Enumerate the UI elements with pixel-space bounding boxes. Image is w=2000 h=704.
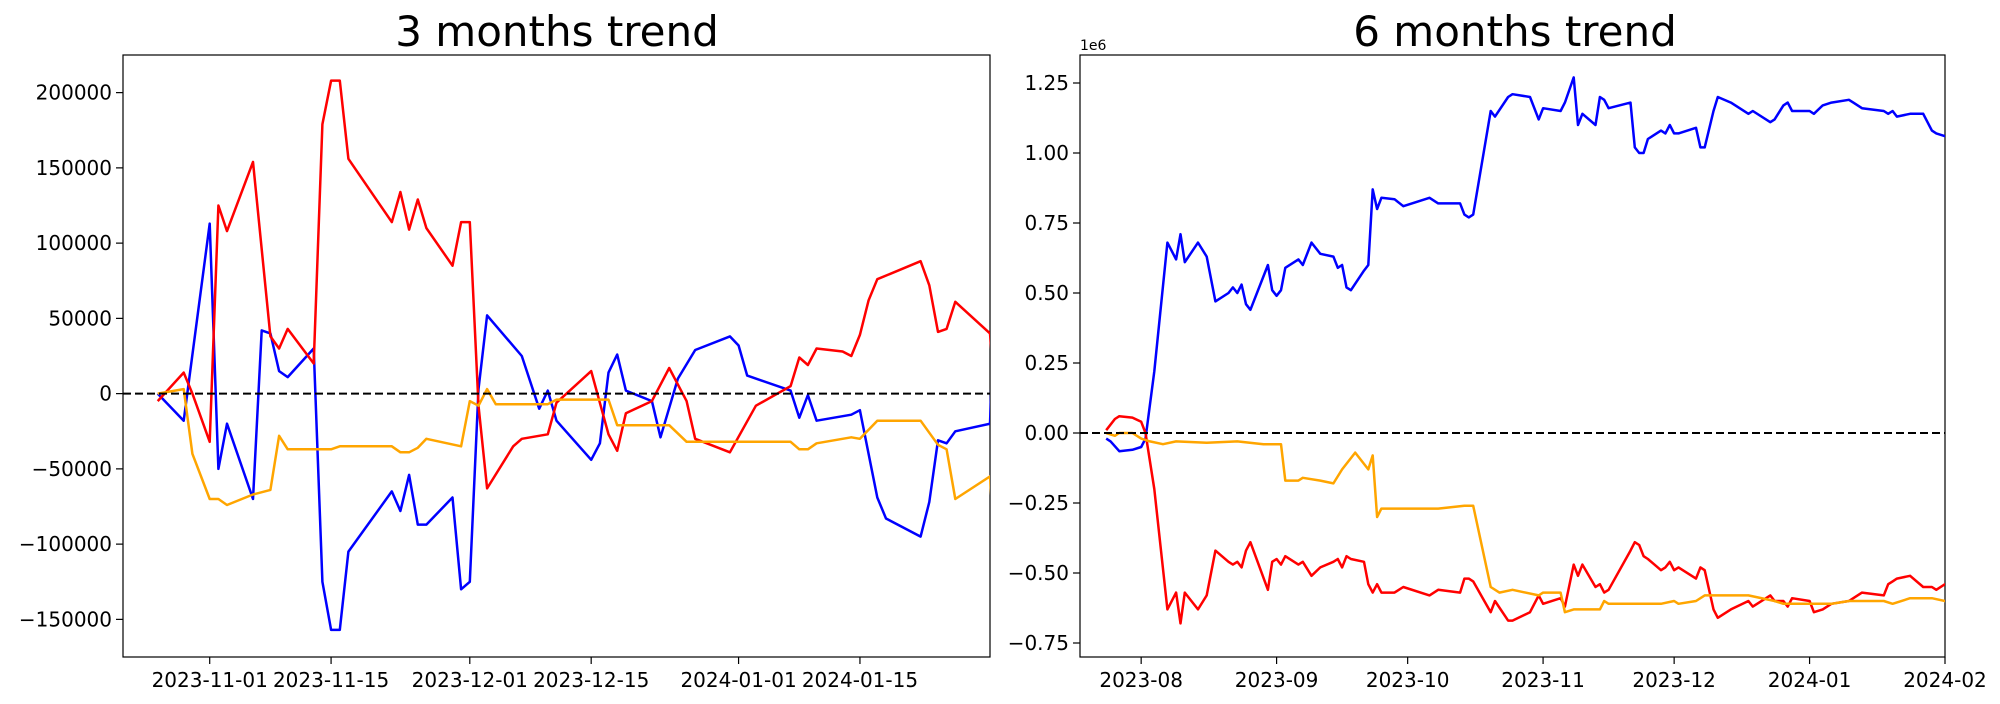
y-tick-label: 0 [99, 382, 112, 406]
x-tick-label: 2023-11-01 [152, 668, 268, 692]
y-tick-label: −100000 [19, 532, 112, 556]
series-line-1 [1105, 76, 1945, 453]
x-tick-label: 2023-11 [1501, 668, 1585, 692]
y-tick-label: −50000 [32, 457, 112, 481]
chart-3-months-trend: 3 months trend −150000 −100000 −50000 0 5000… [19, 7, 991, 692]
x-tick-label: 2023-12 [1632, 668, 1716, 692]
y-tick-label: −0.25 [1008, 491, 1069, 515]
y-tick-label: 0.00 [1024, 421, 1069, 445]
series-line-1 [156, 222, 990, 632]
series-line-3 [157, 387, 990, 507]
chart-6-months-trend: 6 months trend 1e6 −0.75 −0.50 −0.25 0.00 0.… [1008, 7, 1987, 692]
x-tick-label: 2023-09 [1235, 668, 1319, 692]
y-tick-label: 50000 [48, 306, 112, 330]
series-line-3 [1105, 431, 1945, 614]
y-tick-label: 0.75 [1024, 211, 1069, 235]
x-tick-label: 2023-12-01 [412, 668, 528, 692]
x-tick-label: 2024-02 [1903, 668, 1987, 692]
x-tick-label: 2023-10 [1366, 668, 1450, 692]
chart-title: 3 months trend [395, 7, 719, 56]
y-tick-label: −0.75 [1008, 631, 1069, 655]
x-tick-label: 2024-01 [1768, 668, 1852, 692]
x-tick-label: 2023-12-15 [533, 668, 649, 692]
series-group [156, 79, 990, 632]
y-tick-label: 1.25 [1024, 71, 1069, 95]
y-tick-label: 1.00 [1024, 141, 1069, 165]
axis-offset-label: 1e6 [1080, 38, 1107, 54]
y-tick-label: 200000 [36, 81, 112, 105]
plot-frame [122, 54, 991, 658]
x-tick-label: 2023-08 [1099, 668, 1183, 692]
x-tick-label: 2024-01-01 [680, 668, 796, 692]
y-tick-label: 150000 [36, 156, 112, 180]
x-tick-label: 2023-11-15 [273, 668, 389, 692]
y-tick-label: −150000 [19, 607, 112, 631]
x-tick-label: 2024-01-15 [802, 668, 918, 692]
series-group [1105, 76, 1945, 625]
y-tick-label: 100000 [36, 231, 112, 255]
y-tick-label: 0.50 [1024, 281, 1069, 305]
y-tick-label: −0.50 [1008, 561, 1069, 585]
series-line-2 [156, 79, 990, 490]
plot-frame [1079, 54, 1946, 658]
y-tick-label: 0.25 [1024, 351, 1069, 375]
chart-title: 6 months trend [1353, 7, 1677, 56]
